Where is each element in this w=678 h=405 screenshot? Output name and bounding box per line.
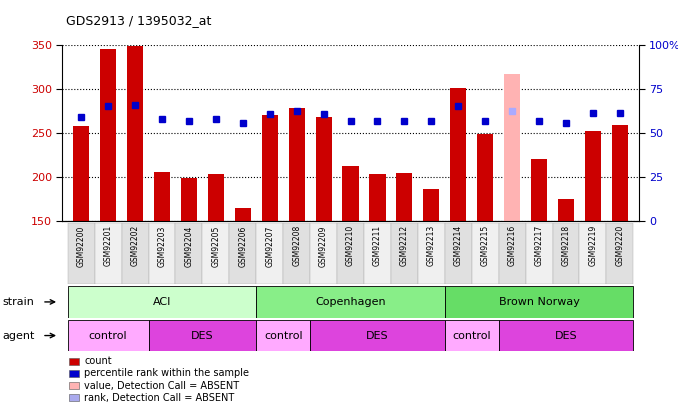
Bar: [203, 223, 229, 284]
Bar: [73, 126, 89, 221]
Text: count: count: [84, 356, 112, 366]
Bar: [525, 223, 553, 284]
Bar: [154, 172, 170, 221]
Bar: [498, 320, 633, 351]
Bar: [370, 174, 386, 221]
Text: GSM92219: GSM92219: [589, 225, 597, 266]
Bar: [445, 286, 633, 318]
Bar: [553, 223, 580, 284]
Bar: [445, 320, 498, 351]
Bar: [558, 199, 574, 221]
Bar: [477, 134, 494, 221]
Bar: [504, 75, 520, 221]
Text: GDS2913 / 1395032_at: GDS2913 / 1395032_at: [66, 14, 211, 27]
Bar: [310, 320, 445, 351]
Bar: [207, 174, 224, 221]
Bar: [68, 320, 148, 351]
Bar: [450, 88, 466, 221]
Bar: [423, 189, 439, 221]
Text: GSM92200: GSM92200: [77, 225, 85, 266]
Text: GSM92218: GSM92218: [561, 225, 570, 266]
Bar: [148, 320, 256, 351]
Text: percentile rank within the sample: percentile rank within the sample: [84, 369, 249, 378]
Bar: [397, 173, 412, 221]
Text: GSM92205: GSM92205: [212, 225, 220, 266]
Bar: [580, 223, 606, 284]
Bar: [229, 223, 256, 284]
Bar: [364, 223, 391, 284]
Text: GSM92207: GSM92207: [265, 225, 274, 266]
Bar: [95, 223, 121, 284]
Bar: [418, 223, 445, 284]
Text: DES: DES: [555, 330, 577, 341]
Bar: [315, 117, 332, 221]
Bar: [235, 207, 251, 221]
Bar: [498, 223, 525, 284]
Bar: [472, 223, 498, 284]
Text: DES: DES: [191, 330, 214, 341]
Bar: [121, 223, 148, 284]
Bar: [445, 223, 472, 284]
Text: GSM92202: GSM92202: [131, 225, 140, 266]
Text: GSM92216: GSM92216: [508, 225, 517, 266]
Bar: [585, 131, 601, 221]
Bar: [606, 223, 633, 284]
Text: control: control: [264, 330, 302, 341]
Text: GSM92215: GSM92215: [481, 225, 490, 266]
Text: GSM92209: GSM92209: [319, 225, 328, 266]
Text: GSM92208: GSM92208: [292, 225, 301, 266]
Bar: [181, 179, 197, 221]
Bar: [262, 115, 278, 221]
Text: GSM92204: GSM92204: [184, 225, 193, 266]
Text: GSM92213: GSM92213: [427, 225, 436, 266]
Bar: [310, 223, 337, 284]
Text: GSM92210: GSM92210: [346, 225, 355, 266]
Text: GSM92206: GSM92206: [238, 225, 247, 266]
Text: GSM92214: GSM92214: [454, 225, 463, 266]
Bar: [342, 166, 359, 221]
Bar: [148, 223, 176, 284]
Text: agent: agent: [2, 330, 35, 341]
Text: GSM92211: GSM92211: [373, 225, 382, 266]
Bar: [531, 159, 547, 221]
Text: Brown Norway: Brown Norway: [498, 297, 580, 307]
Bar: [391, 223, 418, 284]
Text: rank, Detection Call = ABSENT: rank, Detection Call = ABSENT: [84, 393, 235, 403]
Text: DES: DES: [366, 330, 388, 341]
Text: control: control: [452, 330, 491, 341]
Bar: [283, 223, 310, 284]
Text: GSM92203: GSM92203: [157, 225, 167, 266]
Bar: [289, 108, 304, 221]
Bar: [68, 223, 95, 284]
Bar: [256, 320, 310, 351]
Bar: [337, 223, 364, 284]
Bar: [256, 286, 445, 318]
Text: GSM92217: GSM92217: [534, 225, 544, 266]
Text: GSM92220: GSM92220: [616, 225, 624, 266]
Text: ACI: ACI: [153, 297, 172, 307]
Text: GSM92201: GSM92201: [104, 225, 113, 266]
Text: control: control: [89, 330, 127, 341]
Bar: [256, 223, 283, 284]
Text: value, Detection Call = ABSENT: value, Detection Call = ABSENT: [84, 381, 239, 390]
Text: Copenhagen: Copenhagen: [315, 297, 386, 307]
Bar: [100, 49, 116, 221]
Bar: [127, 46, 143, 221]
Text: strain: strain: [2, 297, 34, 307]
Text: GSM92212: GSM92212: [400, 225, 409, 266]
Bar: [68, 286, 256, 318]
Bar: [612, 125, 628, 221]
Bar: [176, 223, 203, 284]
